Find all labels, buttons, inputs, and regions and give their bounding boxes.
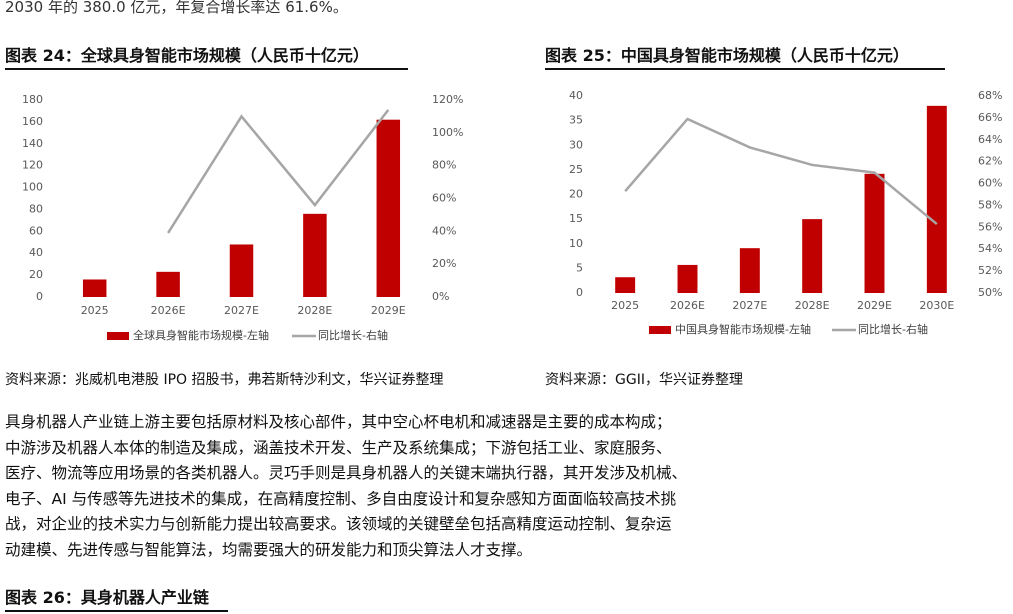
y2-tick-label: 56% <box>978 220 1002 233</box>
y2-tick-label: 50% <box>978 286 1002 299</box>
y2-tick-label: 66% <box>978 111 1002 124</box>
legend-label: 同比增长-右轴 <box>858 322 928 336</box>
body-line: 战，对企业的技术实力与创新能力提出较高要求。该领域的关键壁垒包括高精度运动控制、… <box>5 515 672 534</box>
bar <box>229 244 254 297</box>
figure-title: 图表 26：具身机器人产业链 <box>5 584 228 612</box>
y-tick-label: 15 <box>569 212 583 225</box>
y-tick-label: 160 <box>22 115 43 128</box>
y2-tick-label: 62% <box>978 155 1002 168</box>
y2-tick-label: 0% <box>432 290 449 303</box>
y2-tick-label: 68% <box>978 89 1002 102</box>
bar <box>926 105 947 293</box>
legend-label: 全球具身智能市场规模-左轴 <box>133 328 269 342</box>
chart: 0 20 40 60 80 100 120 140 160 180 0% 20% 40% 60% 80% 10… <box>22 93 463 342</box>
y-tick-label: 80 <box>29 202 43 215</box>
y-tick-label: 180 <box>22 93 43 106</box>
y-tick-label: 60 <box>29 224 43 237</box>
y2-tick-label: 60% <box>978 177 1002 190</box>
x-tick-label: 2028E <box>795 299 830 312</box>
x-tick-label: 2025 <box>611 299 639 312</box>
legend-swatch <box>107 332 129 340</box>
y2-tick-label: 80% <box>432 159 456 172</box>
x-tick-label: 2029E <box>371 304 406 317</box>
x-tick-label: 2030E <box>919 299 954 312</box>
x-tick-label: 2027E <box>732 299 767 312</box>
y-tick-label: 120 <box>22 159 43 172</box>
x-tick-label: 2026E <box>670 299 705 312</box>
x-tick-label: 2026E <box>151 304 186 317</box>
body-line: 动建模、先进传感与智能算法，均需要强大的研发能力和顶尖算法人才支撑。 <box>5 540 533 559</box>
y2-tick-label: 52% <box>978 264 1002 277</box>
bar <box>156 271 180 297</box>
y-tick-label: 20 <box>29 268 43 281</box>
y-tick-label: 25 <box>569 163 583 176</box>
body-line: 电子、AI 与传感等先进技术的集成，在高精度控制、多自由度设计和复杂感知方面面临… <box>5 489 677 508</box>
x-tick-label: 2028E <box>297 304 332 317</box>
source-note: 资料来源：GGII，华兴证券整理 <box>545 372 743 388</box>
intro-text: 2030 年的 380.0 亿元，年复合增长率达 61.6%。 <box>5 0 348 16</box>
y2-tick-label: 58% <box>978 198 1002 211</box>
y-tick-label: 10 <box>569 237 583 250</box>
body-text: 具身机器人产业链上游主要包括原材料及核心部件，其中空心杯电机和减速器是主要的成本… <box>5 410 687 564</box>
y-tick-label: 40 <box>569 89 583 102</box>
y-tick-label: 0 <box>576 286 583 299</box>
y-tick-label: 30 <box>569 138 583 151</box>
chart: 051015202530354050%52%54%56%58%60%62%64%… <box>569 89 1002 336</box>
bar <box>739 248 760 293</box>
body-line: 具身机器人产业链上游主要包括原材料及核心部件，其中空心杯电机和减速器是主要的成本… <box>5 413 672 431</box>
bar <box>677 264 698 293</box>
y-tick-label: 0 <box>36 290 43 303</box>
y-tick-label: 5 <box>576 261 583 274</box>
y-tick-label: 35 <box>569 114 583 127</box>
figure-title: 图表 24：全球具身智能市场规模（人民币十亿元） <box>5 42 408 70</box>
bar <box>303 213 327 297</box>
body-line: 中游涉及机器人本体的制造及集成，涵盖技术开发、生产及系统集成；下游包括工业、家庭… <box>5 438 672 457</box>
y2-tick-label: 64% <box>978 133 1002 146</box>
figure-title: 图表 25：中国具身智能市场规模（人民币十亿元） <box>545 42 945 70</box>
y-tick-label: 40 <box>29 246 43 259</box>
x-tick-label: 2027E <box>224 304 259 317</box>
line <box>167 109 390 234</box>
legend-swatch <box>649 326 671 334</box>
bar <box>864 173 885 293</box>
bar <box>82 279 107 297</box>
y2-tick-label: 54% <box>978 242 1002 255</box>
y-tick-label: 20 <box>569 188 583 201</box>
y2-tick-label: 100% <box>432 126 463 139</box>
source-note: 资料来源：兆威机电港股 IPO 招股书，弗若斯特沙利文，华兴证券整理 <box>5 372 444 388</box>
bar <box>615 277 636 293</box>
bar <box>802 219 823 293</box>
y2-tick-label: 60% <box>432 192 456 205</box>
x-tick-label: 2025 <box>81 304 109 317</box>
legend-label: 同比增长-右轴 <box>318 328 388 342</box>
y-tick-label: 100 <box>22 181 43 194</box>
legend-label: 中国具身智能市场规模-左轴 <box>675 322 811 336</box>
y2-tick-label: 40% <box>432 224 456 237</box>
y2-tick-label: 120% <box>432 93 463 106</box>
bar <box>376 119 401 297</box>
line <box>624 117 938 226</box>
y-tick-label: 140 <box>22 137 43 150</box>
y2-tick-label: 20% <box>432 257 456 270</box>
x-tick-label: 2029E <box>857 299 892 312</box>
body-line: 医疗、物流等应用场景的各类机器人。灵巧手则是具身机器人的关键末端执行器，其开发涉… <box>5 464 688 483</box>
